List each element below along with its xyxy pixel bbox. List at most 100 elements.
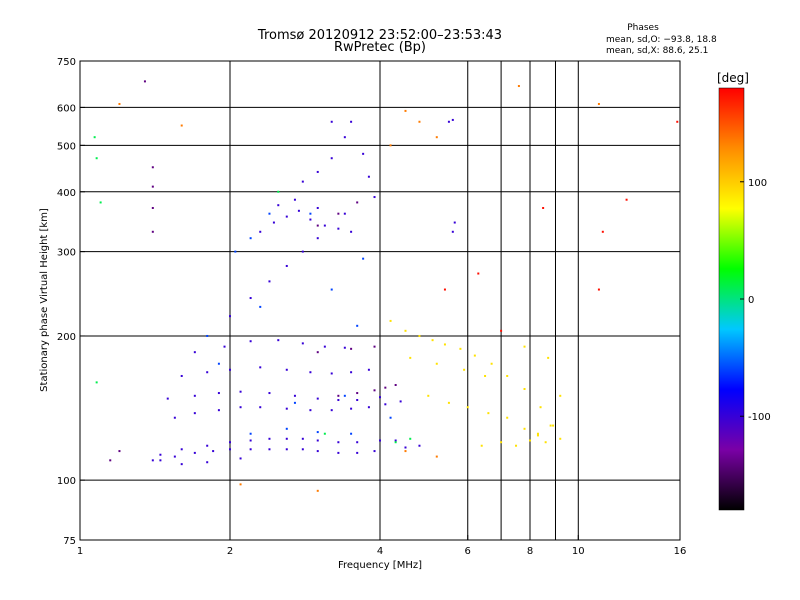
data-point [394,441,397,444]
data-point [330,157,333,160]
data-point [293,401,296,404]
y-tick-label: 400 [57,188,76,199]
data-point [404,109,407,112]
data-point [373,196,376,199]
data-point [384,386,387,389]
data-point [323,432,326,435]
phase-stats-o: mean, sd,O: −93.8, 18.8 [606,35,717,45]
data-point [356,441,359,444]
colorbar-tick-label: -100 [748,412,771,423]
data-point [166,397,169,400]
data-point [529,439,531,442]
data-point [362,152,365,155]
plot-area: 1 2 4 6 8 10 16 75 100 200 300 400 500 600 750 [57,57,686,557]
data-point [239,406,242,409]
data-point [259,230,262,233]
data-point [515,444,518,447]
data-point [517,85,520,88]
data-point [316,397,319,400]
data-point [316,224,319,227]
data-point [239,390,242,393]
chart-subtitle: RwPretec (Bp) [334,40,426,55]
data-point [297,209,300,212]
data-point [180,448,183,451]
data-point [447,120,450,123]
data-point [539,406,542,409]
x-tick-label: 10 [572,546,585,557]
data-point [249,448,252,451]
phase-stats-x: mean, sd,X: 88.6, 25.1 [606,46,708,56]
data-point [350,407,353,410]
data-point [239,483,242,486]
data-point [625,198,628,201]
data-point [109,459,112,462]
data-point [523,387,526,390]
x-tick-label: 8 [527,546,533,557]
data-point [323,345,326,348]
data-point [418,334,421,337]
data-point [143,80,146,83]
data-point [356,392,359,395]
data-point [367,406,370,409]
data-point [293,198,296,201]
data-point [443,288,446,291]
data-point [404,446,407,449]
data-point [118,102,121,105]
x-axis-label: Frequency [MHz] [338,560,422,571]
data-point [285,448,288,451]
data-point [459,347,462,350]
data-point [373,450,376,453]
data-point [268,448,271,451]
data-point [536,434,539,437]
y-axis-label: Stationary phase Virtual Height [km] [39,208,50,392]
data-point [95,381,98,384]
scatter-points [93,80,679,492]
data-point [206,461,209,464]
x-tick-label: 4 [377,546,383,557]
data-point [277,339,280,342]
colorbar-ticks: 100 0 -100 [740,178,771,423]
data-point [93,136,96,139]
data-point [229,315,231,318]
data-point [362,257,365,260]
data-point [151,185,154,188]
data-point [337,399,340,402]
data-point [337,227,340,230]
data-point [350,432,353,435]
data-point [451,230,454,233]
data-point [350,120,353,123]
data-point [337,441,340,444]
data-point [443,343,446,346]
colorbar-tick-label: 0 [748,295,754,306]
data-point [480,444,483,447]
data-point [249,439,252,442]
data-point [173,455,176,458]
data-point [301,180,304,183]
data-point [206,371,209,374]
data-point [249,297,252,300]
data-point [367,175,370,178]
data-point [500,329,503,332]
data-point [316,439,319,442]
data-point [447,401,450,404]
data-point [229,441,231,444]
data-point [277,190,280,193]
y-axis-ticks: 75 100 200 300 400 500 600 750 [57,57,85,547]
data-point [484,374,487,377]
data-point [151,459,154,462]
data-point [277,204,280,207]
data-point [544,441,547,444]
y-tick-label: 500 [57,141,76,152]
data-point [427,394,430,397]
data-point [229,448,231,451]
data-point [337,394,340,397]
data-point [217,409,220,412]
x-tick-label: 16 [674,546,687,557]
data-point [404,329,407,332]
data-point [356,324,359,327]
data-point [350,230,353,233]
data-point [389,319,392,322]
data-point [330,409,333,412]
data-point [217,392,220,395]
